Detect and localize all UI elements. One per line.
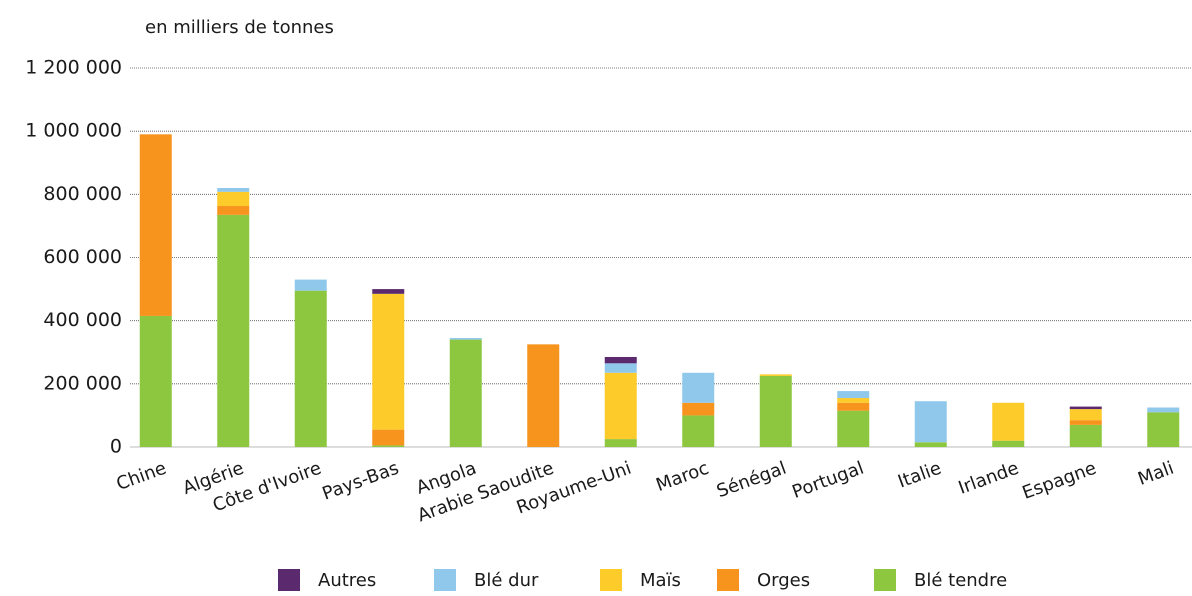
legend-label: Autres — [318, 570, 376, 591]
bar-segment — [759, 374, 792, 376]
x-tick-label: Irlande — [956, 458, 1022, 499]
bar-segment — [139, 134, 172, 316]
bar-segment — [837, 391, 870, 399]
bar-segment — [759, 375, 792, 447]
legend-label: Blé dur — [474, 570, 539, 591]
bar-segment — [604, 356, 637, 364]
bar-segment — [294, 290, 327, 447]
legend-swatch — [434, 569, 456, 591]
bar-segment — [449, 338, 482, 340]
legend-label: Orges — [757, 570, 810, 591]
bar-segment — [604, 363, 637, 373]
bar-segment — [1069, 406, 1102, 410]
bar-segment — [1069, 420, 1102, 425]
x-tick-label: Sénégal — [714, 458, 789, 503]
bar-segment — [372, 445, 405, 447]
legend-label: Blé tendre — [914, 570, 1007, 591]
bar-segment — [1069, 424, 1102, 447]
bar-segment — [294, 279, 327, 291]
y-tick-label: 0 — [110, 436, 122, 458]
legend-swatch — [600, 569, 622, 591]
bar-segment — [1147, 412, 1180, 447]
x-tick-label: Pays-Bas — [320, 458, 402, 505]
bar-segment — [372, 289, 405, 294]
bar-segment — [1069, 409, 1102, 421]
bar-segment — [604, 439, 637, 447]
y-tick-label: 1 200 000 — [25, 57, 122, 79]
bar-segment — [992, 402, 1025, 441]
bar-segment — [682, 402, 715, 416]
bar-segment — [217, 188, 250, 192]
bar-segment — [837, 410, 870, 447]
bar-segment — [217, 214, 250, 447]
bar-segment — [914, 401, 947, 443]
x-tick-label: Espagne — [1020, 458, 1100, 504]
y-axis-label: en milliers de tonnes — [145, 17, 334, 38]
x-tick-label: Mali — [1135, 458, 1177, 490]
bar-segment — [837, 402, 870, 411]
legend-swatch — [278, 569, 300, 591]
y-tick-label: 800 000 — [43, 183, 122, 205]
bar-segment — [914, 442, 947, 447]
x-tick-label: Portugal — [789, 458, 866, 503]
y-tick-label: 200 000 — [43, 372, 122, 394]
bar-segment — [837, 398, 870, 403]
bar-segment — [1147, 407, 1180, 413]
bar-segment — [217, 191, 250, 207]
bar-segment — [139, 315, 172, 447]
bar-segment — [217, 206, 250, 215]
bar-segment — [604, 372, 637, 440]
y-tick-label: 600 000 — [43, 246, 122, 268]
bar-segment — [682, 415, 715, 447]
bar-segment — [682, 372, 715, 403]
bar-segment — [992, 440, 1025, 447]
bar-segment — [372, 293, 405, 430]
x-tick-label: Maroc — [653, 458, 711, 496]
legend-swatch — [717, 569, 739, 591]
x-tick-label: Italie — [895, 458, 944, 493]
legend-label: Maïs — [640, 570, 681, 591]
y-tick-label: 1 000 000 — [25, 120, 122, 142]
bar-segment — [449, 339, 482, 447]
bar-segment — [372, 429, 405, 446]
bar-segment — [527, 344, 560, 447]
legend-swatch — [874, 569, 896, 591]
y-tick-label: 400 000 — [43, 309, 122, 331]
x-tick-label: Chine — [114, 458, 170, 495]
